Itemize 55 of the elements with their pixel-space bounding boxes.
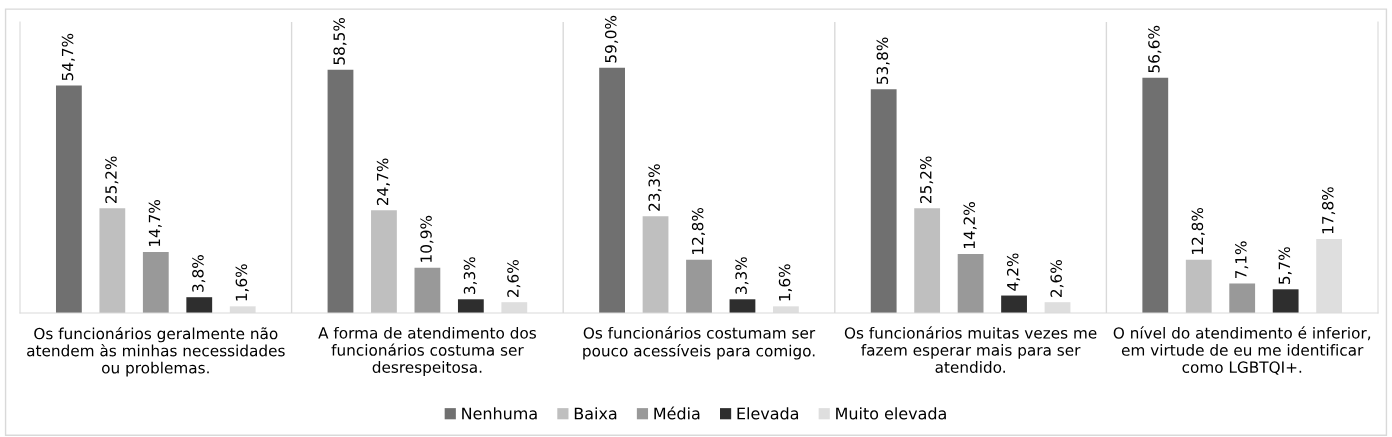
data-label: 12,8% xyxy=(1191,207,1205,254)
data-label: 2,6% xyxy=(1050,260,1064,297)
data-label: 7,1% xyxy=(1235,241,1249,279)
x-tick-label: Os funcionários costumam ser pouco acessíveis para comigo. xyxy=(583,326,816,360)
legend-label: Baixa xyxy=(574,407,617,420)
bar xyxy=(327,69,354,313)
data-label: 56,6% xyxy=(1148,25,1162,73)
bar xyxy=(1229,283,1256,313)
bar xyxy=(957,253,984,313)
data-label: 25,2% xyxy=(105,156,119,203)
bar xyxy=(55,85,82,313)
bar xyxy=(1185,259,1212,313)
data-label: 53,8% xyxy=(876,37,890,84)
data-label: 17,8% xyxy=(1321,187,1336,234)
x-tick-label: Os funcionários geralmente não atendem às minhas necessidades ou problemas. xyxy=(27,326,285,377)
bar xyxy=(1001,295,1027,313)
bar xyxy=(371,210,397,313)
data-label: 10,9% xyxy=(420,215,434,262)
bar xyxy=(186,297,213,313)
data-label: 1,6% xyxy=(778,264,792,301)
data-label: 23,3% xyxy=(648,164,662,211)
legend-label: Elevada xyxy=(737,407,799,420)
data-label: 14,7% xyxy=(148,200,162,247)
data-label: 5,7% xyxy=(1278,247,1292,284)
x-tick-label: Os funcionários muitas vezes me fazem esperar mais para ser atendido. xyxy=(844,326,1097,373)
data-label: 3,8% xyxy=(192,255,206,292)
legend-label: Média xyxy=(654,406,700,420)
data-label: 59,0% xyxy=(604,15,619,63)
x-tick-label: O nível do atendimento é inferior, em virtude de eu me identificar como LGBTQI+. xyxy=(1113,326,1371,375)
data-label: 2,6% xyxy=(507,260,521,297)
bar xyxy=(642,216,669,313)
bar xyxy=(729,299,756,313)
bar xyxy=(142,251,169,313)
bar xyxy=(1142,77,1169,313)
bar xyxy=(686,259,712,313)
x-tick-label: A forma de atendimento dos funcionários costuma ser desrespeitosa. xyxy=(318,326,536,376)
data-label: 14,2% xyxy=(963,202,977,249)
data-label: 3,3% xyxy=(463,257,477,294)
bar xyxy=(1272,289,1299,313)
data-label: 1,6% xyxy=(235,264,249,301)
bar xyxy=(457,299,484,313)
data-label: 24,7% xyxy=(376,158,390,206)
data-label: 3,3% xyxy=(735,257,749,294)
data-label: 4,2% xyxy=(1006,253,1021,291)
data-label: 25,2% xyxy=(920,156,934,203)
data-label: 12,8% xyxy=(691,207,705,254)
bar xyxy=(99,208,126,313)
bar xyxy=(870,89,897,313)
bar xyxy=(599,67,625,313)
data-label: 54,7% xyxy=(61,33,75,81)
bar xyxy=(914,208,941,313)
legend-label: Muito elevada xyxy=(836,407,946,420)
legend-label: Nenhuma xyxy=(462,407,537,420)
data-label: 58,5% xyxy=(333,17,347,65)
bar xyxy=(414,267,441,313)
